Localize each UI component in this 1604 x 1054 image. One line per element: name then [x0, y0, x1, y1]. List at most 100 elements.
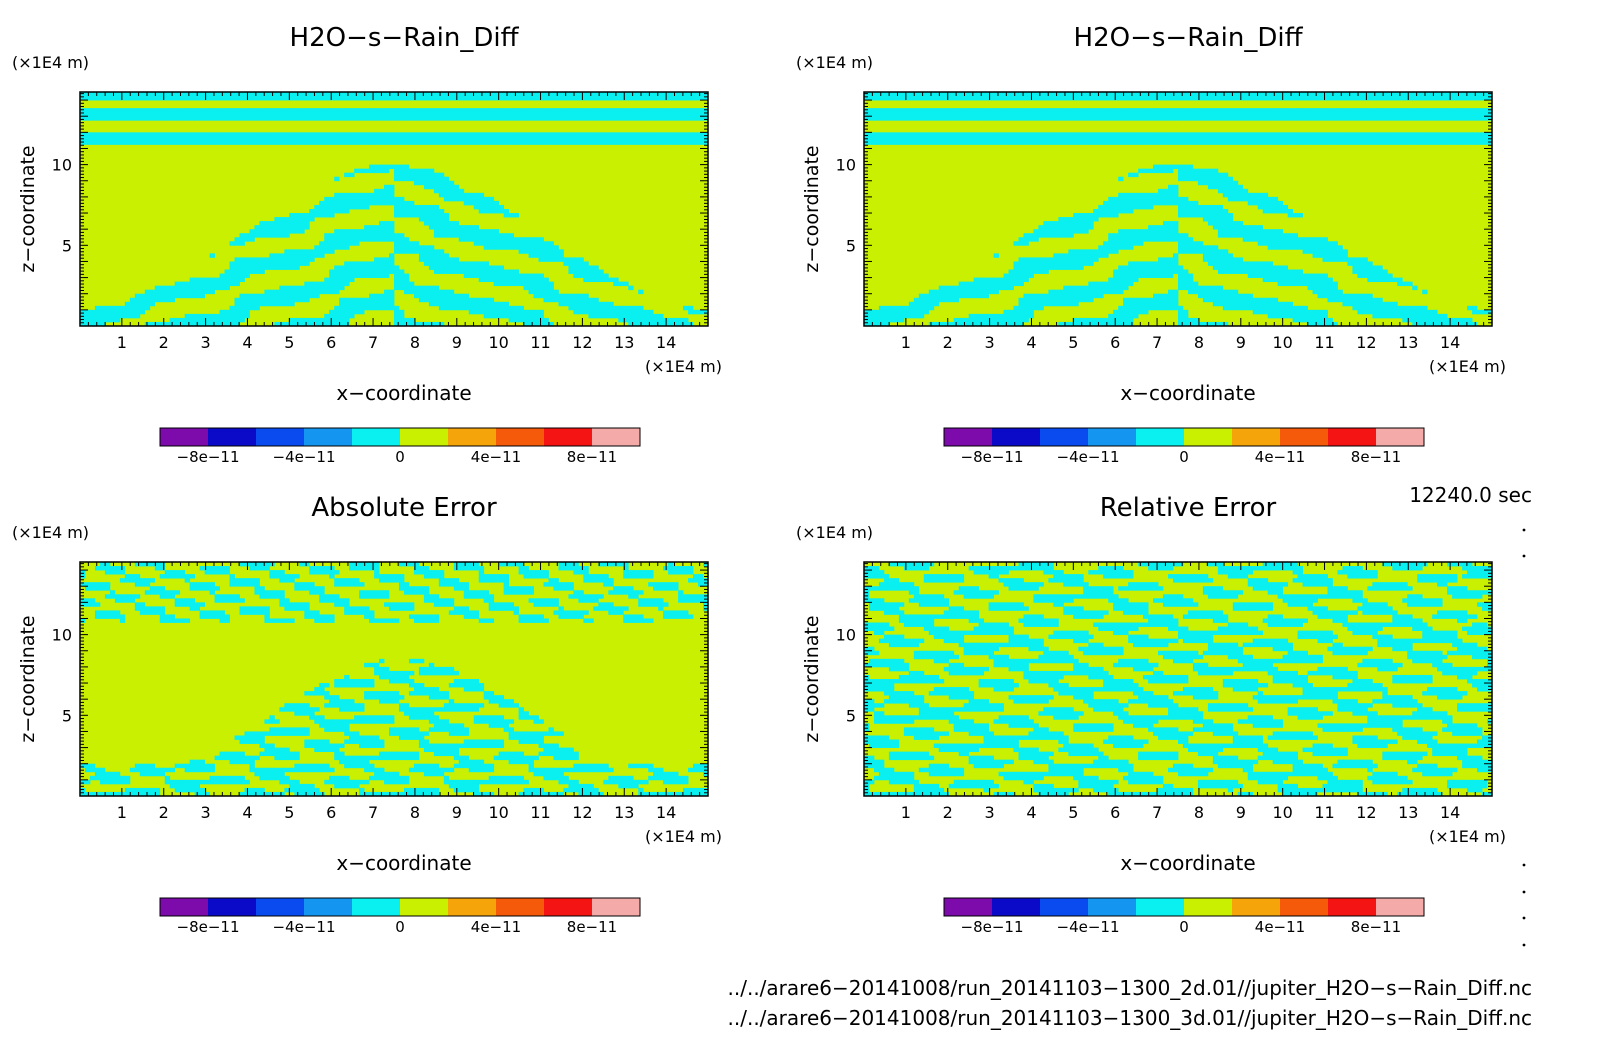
field-cell — [1302, 309, 1308, 315]
field-cell — [1018, 269, 1024, 274]
field-cell — [1467, 108, 1473, 113]
field-cell — [1442, 112, 1448, 117]
field-cell — [1287, 281, 1294, 287]
field-cell — [973, 112, 980, 117]
field-cell — [623, 140, 629, 145]
field-cell — [928, 132, 935, 137]
field-cell — [254, 293, 260, 299]
field-cell — [1202, 96, 1209, 101]
field-cell — [329, 237, 335, 242]
field-cell — [1033, 297, 1039, 303]
field-cell — [523, 140, 529, 145]
field-cell — [1247, 305, 1254, 311]
field-cell — [1307, 249, 1313, 254]
field-cell — [533, 253, 539, 258]
field-cell — [374, 265, 380, 270]
field-cell — [1257, 92, 1264, 97]
field-cell — [349, 305, 355, 311]
field-cell — [394, 200, 400, 206]
field-cell — [1237, 116, 1244, 121]
field-cell — [1133, 269, 1139, 274]
field-cell — [1382, 92, 1388, 97]
field-cell — [1242, 233, 1249, 238]
field-cell — [418, 140, 425, 145]
field-cell — [448, 136, 455, 141]
field-cell — [1123, 96, 1129, 101]
field-cell — [1342, 301, 1348, 307]
field-cell — [289, 108, 295, 113]
field-cell — [953, 96, 960, 101]
field-cell — [1192, 289, 1199, 295]
field-cell — [384, 184, 390, 190]
field-cell — [309, 136, 315, 141]
field-cell — [423, 204, 430, 210]
footer-file-path-3d: ../../arare6−20141008/run_20141103−1300_… — [728, 1006, 1532, 1030]
field-cell — [1128, 305, 1134, 311]
field-cell — [1342, 297, 1348, 303]
field-cell — [1192, 132, 1199, 137]
field-cell — [513, 237, 519, 242]
field-cell — [1412, 305, 1418, 311]
field-cell — [1297, 305, 1303, 311]
field-cell — [234, 313, 240, 319]
field-cell — [1422, 309, 1428, 315]
field-cell — [1158, 237, 1164, 242]
field-cell — [1038, 140, 1044, 145]
field-cell — [483, 92, 490, 97]
field-cell — [1033, 233, 1039, 238]
field-cell — [289, 136, 295, 141]
field-cell — [1377, 96, 1383, 101]
field-cell — [199, 96, 205, 101]
x-tick-label: 2 — [159, 333, 169, 352]
field-cell — [1457, 136, 1463, 141]
y-tick-label: 10 — [52, 156, 72, 175]
field-cell — [443, 221, 450, 226]
field-cell — [1113, 132, 1119, 137]
field-cell — [1192, 172, 1199, 178]
field-cell — [1242, 192, 1249, 198]
field-cell — [438, 188, 445, 194]
field-cell — [1322, 257, 1328, 262]
field-cell — [658, 321, 664, 327]
field-cell — [1093, 96, 1099, 101]
field-cell — [1397, 132, 1403, 137]
field-cell — [359, 237, 365, 242]
field-cell — [1063, 217, 1069, 222]
field-cell — [354, 233, 360, 238]
field-cell — [294, 229, 300, 234]
field-cell — [324, 289, 330, 295]
field-cell — [493, 269, 500, 274]
field-cell — [124, 305, 131, 311]
field-cell — [1267, 261, 1274, 266]
field-cell — [309, 289, 315, 295]
field-cell — [1113, 277, 1119, 283]
colorbar-tick-label: −8e−11 — [177, 448, 240, 466]
field-cell — [309, 96, 315, 101]
field-cell — [563, 132, 569, 137]
field-cell — [1212, 184, 1219, 190]
field-cell — [568, 261, 574, 266]
field-cell — [134, 140, 141, 145]
field-cell — [1352, 92, 1358, 97]
field-cell — [334, 229, 340, 234]
field-cell — [1138, 233, 1144, 238]
field-cell — [1217, 265, 1224, 270]
field-cell — [433, 204, 440, 210]
field-cell — [1043, 96, 1049, 101]
field-cell — [518, 108, 524, 113]
field-cell — [453, 257, 460, 262]
field-cell — [1043, 229, 1049, 234]
field-cell — [1222, 180, 1229, 186]
field-cell — [458, 192, 465, 198]
field-cell — [264, 233, 270, 238]
field-cell — [254, 261, 260, 266]
field-cell — [998, 313, 1004, 319]
field-cell — [1053, 261, 1059, 266]
field-cell — [1362, 108, 1368, 113]
field-cell — [663, 140, 669, 145]
field-cell — [1327, 108, 1333, 113]
field-cell — [458, 261, 465, 266]
field-cell — [408, 132, 415, 137]
field-cell — [568, 112, 574, 117]
field-cell — [403, 281, 410, 287]
